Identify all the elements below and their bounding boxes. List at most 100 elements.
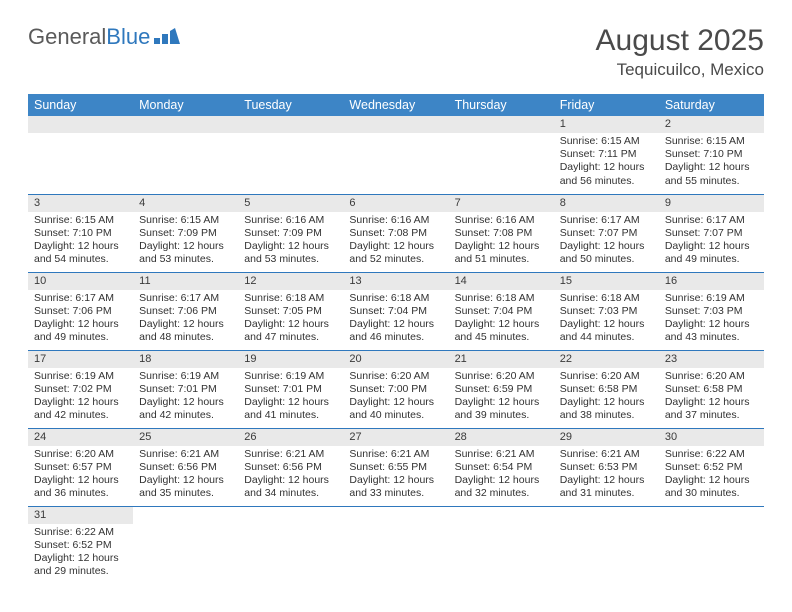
calendar-week-row: 31Sunrise: 6:22 AMSunset: 6:52 PMDayligh… [28,506,764,584]
sunset-line: Sunset: 7:03 PM [560,305,653,318]
sunrise-line: Sunrise: 6:18 AM [560,292,653,305]
weekday-header-row: SundayMondayTuesdayWednesdayThursdayFrid… [28,94,764,116]
day-number: 11 [133,273,238,290]
sunset-line: Sunset: 6:58 PM [560,383,653,396]
daylight-line: Daylight: 12 hours and 50 minutes. [560,240,653,266]
calendar-cell: 26Sunrise: 6:21 AMSunset: 6:56 PMDayligh… [238,428,343,506]
day-details: Sunrise: 6:22 AMSunset: 6:52 PMDaylight:… [659,446,764,505]
title-block: August 2025 Tequicuilco, Mexico [596,24,764,80]
day-number: 29 [554,429,659,446]
day-number: 26 [238,429,343,446]
daylight-line: Daylight: 12 hours and 53 minutes. [139,240,232,266]
calendar-cell [133,506,238,584]
sunrise-line: Sunrise: 6:15 AM [139,214,232,227]
weekday-header: Wednesday [343,94,448,116]
sunrise-line: Sunrise: 6:20 AM [665,370,758,383]
day-number: 12 [238,273,343,290]
daylight-line: Daylight: 12 hours and 39 minutes. [455,396,548,422]
daylight-line: Daylight: 12 hours and 30 minutes. [665,474,758,500]
calendar-cell: 31Sunrise: 6:22 AMSunset: 6:52 PMDayligh… [28,506,133,584]
day-number: 16 [659,273,764,290]
empty-day-bar [238,116,343,133]
daylight-line: Daylight: 12 hours and 43 minutes. [665,318,758,344]
day-number: 28 [449,429,554,446]
day-details: Sunrise: 6:17 AMSunset: 7:07 PMDaylight:… [659,212,764,271]
day-details: Sunrise: 6:19 AMSunset: 7:02 PMDaylight:… [28,368,133,427]
sunrise-line: Sunrise: 6:19 AM [244,370,337,383]
sunrise-line: Sunrise: 6:22 AM [34,526,127,539]
daylight-line: Daylight: 12 hours and 52 minutes. [349,240,442,266]
calendar-cell: 3Sunrise: 6:15 AMSunset: 7:10 PMDaylight… [28,194,133,272]
sunset-line: Sunset: 6:54 PM [455,461,548,474]
calendar-cell: 28Sunrise: 6:21 AMSunset: 6:54 PMDayligh… [449,428,554,506]
sunrise-line: Sunrise: 6:17 AM [560,214,653,227]
calendar-week-row: 10Sunrise: 6:17 AMSunset: 7:06 PMDayligh… [28,272,764,350]
calendar-cell: 16Sunrise: 6:19 AMSunset: 7:03 PMDayligh… [659,272,764,350]
sunset-line: Sunset: 7:01 PM [139,383,232,396]
calendar-week-row: 17Sunrise: 6:19 AMSunset: 7:02 PMDayligh… [28,350,764,428]
header: GeneralBlue August 2025 Tequicuilco, Mex… [28,24,764,80]
calendar-cell: 10Sunrise: 6:17 AMSunset: 7:06 PMDayligh… [28,272,133,350]
daylight-line: Daylight: 12 hours and 49 minutes. [34,318,127,344]
day-number: 14 [449,273,554,290]
daylight-line: Daylight: 12 hours and 41 minutes. [244,396,337,422]
weekday-header: Tuesday [238,94,343,116]
sunrise-line: Sunrise: 6:21 AM [455,448,548,461]
day-details: Sunrise: 6:17 AMSunset: 7:06 PMDaylight:… [28,290,133,349]
sunset-line: Sunset: 7:08 PM [349,227,442,240]
day-details: Sunrise: 6:18 AMSunset: 7:05 PMDaylight:… [238,290,343,349]
sunrise-line: Sunrise: 6:15 AM [34,214,127,227]
calendar-cell: 22Sunrise: 6:20 AMSunset: 6:58 PMDayligh… [554,350,659,428]
calendar-cell: 15Sunrise: 6:18 AMSunset: 7:03 PMDayligh… [554,272,659,350]
sunrise-line: Sunrise: 6:19 AM [665,292,758,305]
sunset-line: Sunset: 6:58 PM [665,383,758,396]
calendar-cell [343,116,448,194]
day-details: Sunrise: 6:21 AMSunset: 6:56 PMDaylight:… [133,446,238,505]
location: Tequicuilco, Mexico [596,60,764,80]
daylight-line: Daylight: 12 hours and 38 minutes. [560,396,653,422]
logo-text-1: General [28,24,106,50]
calendar-cell: 11Sunrise: 6:17 AMSunset: 7:06 PMDayligh… [133,272,238,350]
sunrise-line: Sunrise: 6:18 AM [455,292,548,305]
daylight-line: Daylight: 12 hours and 56 minutes. [560,161,653,187]
day-details: Sunrise: 6:16 AMSunset: 7:08 PMDaylight:… [343,212,448,271]
sunset-line: Sunset: 7:04 PM [455,305,548,318]
day-number: 31 [28,507,133,524]
day-details: Sunrise: 6:17 AMSunset: 7:06 PMDaylight:… [133,290,238,349]
calendar-cell [133,116,238,194]
day-details: Sunrise: 6:20 AMSunset: 6:59 PMDaylight:… [449,368,554,427]
daylight-line: Daylight: 12 hours and 34 minutes. [244,474,337,500]
day-number: 13 [343,273,448,290]
calendar-cell [238,116,343,194]
sunset-line: Sunset: 7:00 PM [349,383,442,396]
day-number: 3 [28,195,133,212]
sunrise-line: Sunrise: 6:21 AM [560,448,653,461]
daylight-line: Daylight: 12 hours and 55 minutes. [665,161,758,187]
sunset-line: Sunset: 6:53 PM [560,461,653,474]
day-details: Sunrise: 6:20 AMSunset: 6:57 PMDaylight:… [28,446,133,505]
sunrise-line: Sunrise: 6:20 AM [560,370,653,383]
daylight-line: Daylight: 12 hours and 33 minutes. [349,474,442,500]
daylight-line: Daylight: 12 hours and 53 minutes. [244,240,337,266]
sunrise-line: Sunrise: 6:15 AM [560,135,653,148]
calendar-table: SundayMondayTuesdayWednesdayThursdayFrid… [28,94,764,584]
day-details: Sunrise: 6:19 AMSunset: 7:01 PMDaylight:… [238,368,343,427]
sunset-line: Sunset: 6:57 PM [34,461,127,474]
logo-chart-icon [154,28,180,44]
sunrise-line: Sunrise: 6:19 AM [139,370,232,383]
calendar-cell [659,506,764,584]
sunrise-line: Sunrise: 6:20 AM [349,370,442,383]
calendar-cell: 7Sunrise: 6:16 AMSunset: 7:08 PMDaylight… [449,194,554,272]
calendar-cell: 8Sunrise: 6:17 AMSunset: 7:07 PMDaylight… [554,194,659,272]
day-details: Sunrise: 6:18 AMSunset: 7:03 PMDaylight:… [554,290,659,349]
weekday-header: Monday [133,94,238,116]
empty-day-bar [343,116,448,133]
sunset-line: Sunset: 6:56 PM [244,461,337,474]
day-number: 10 [28,273,133,290]
day-details: Sunrise: 6:15 AMSunset: 7:09 PMDaylight:… [133,212,238,271]
calendar-cell: 9Sunrise: 6:17 AMSunset: 7:07 PMDaylight… [659,194,764,272]
calendar-cell: 17Sunrise: 6:19 AMSunset: 7:02 PMDayligh… [28,350,133,428]
sunrise-line: Sunrise: 6:18 AM [349,292,442,305]
sunset-line: Sunset: 7:04 PM [349,305,442,318]
sunrise-line: Sunrise: 6:15 AM [665,135,758,148]
